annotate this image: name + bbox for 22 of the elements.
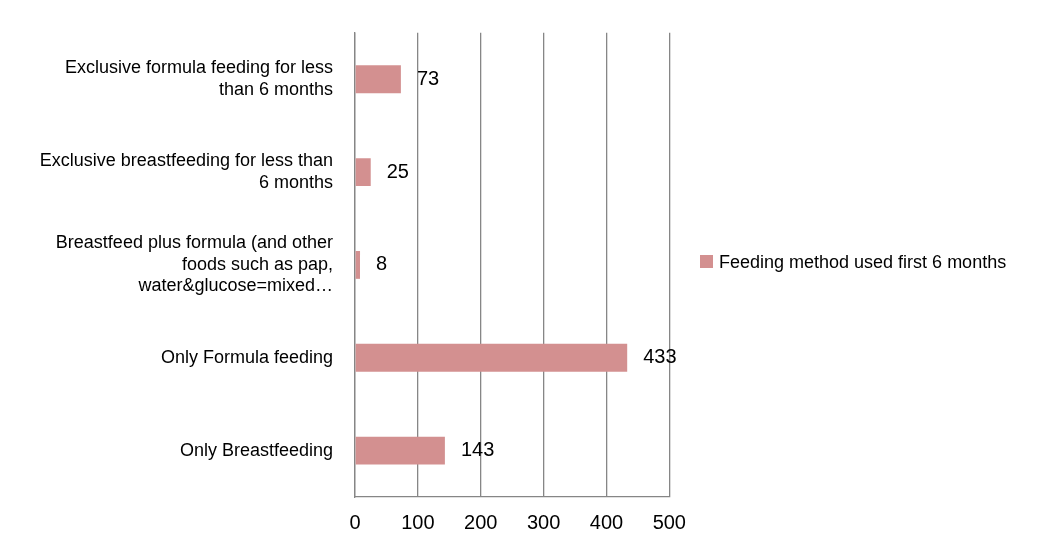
data-label: 143 <box>460 438 495 461</box>
x-tick-label: 300 <box>526 510 561 533</box>
bar <box>355 65 401 94</box>
bar <box>355 436 445 465</box>
x-tick-label: 100 <box>401 510 435 533</box>
y-tick-label: Only Formula feeding <box>160 346 333 367</box>
y-tick-label: Exclusive breastfeeding for less than 6 months <box>39 150 333 192</box>
x-tick-label: 200 <box>464 510 498 533</box>
data-label: 25 <box>386 159 409 182</box>
bar <box>355 250 361 279</box>
y-tick-label: Breastfeed plus formula (and other foods such as pap, water&glucose=mixed… <box>55 232 333 296</box>
x-tick-label: 500 <box>652 510 686 533</box>
y-tick-label: Exclusive formula feeding for less than 6 months <box>64 57 333 99</box>
data-label: 73 <box>416 66 440 89</box>
x-tick-label: 0 <box>349 510 361 533</box>
legend-label: Feeding method used first 6 months <box>719 251 1008 274</box>
y-tick-label: Only Breastfeeding <box>179 439 333 460</box>
bar <box>355 158 371 186</box>
x-tick-label: 400 <box>589 510 624 533</box>
data-label: 433 <box>643 345 677 368</box>
bar <box>355 343 628 372</box>
data-label: 8 <box>376 252 388 275</box>
